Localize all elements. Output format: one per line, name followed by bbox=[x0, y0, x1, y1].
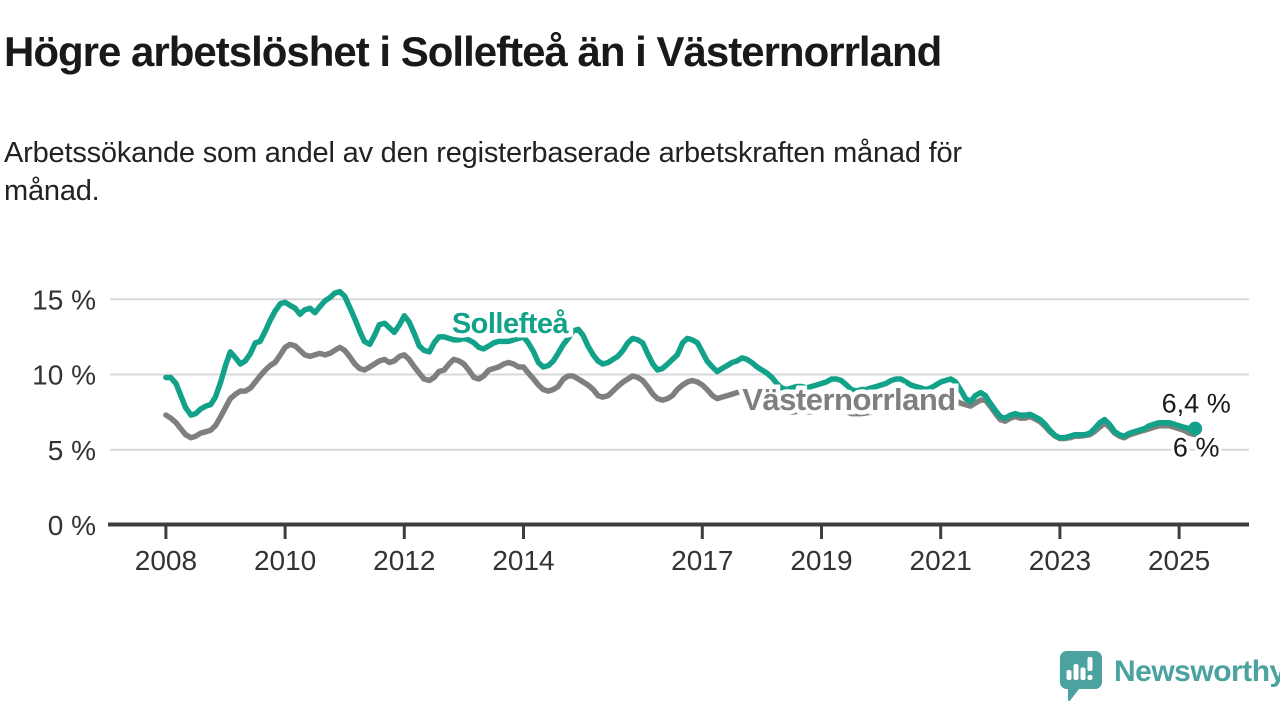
newsworthy-branding: Newsworthy bbox=[1054, 648, 1280, 704]
series-label-vsternorrland: Västernorrland bbox=[742, 382, 956, 417]
end-value-label: 6 % bbox=[1173, 433, 1220, 463]
x-tick-label: 2012 bbox=[373, 545, 435, 576]
newsworthy-wordmark: Newsworthy bbox=[1114, 655, 1280, 688]
y-tick-label: 5 % bbox=[48, 435, 96, 466]
x-tick-label: 2023 bbox=[1029, 545, 1091, 576]
chart-subtitle-line-1: Arbetssökande som andel av den registerb… bbox=[4, 137, 962, 169]
series-line-vsternorrland bbox=[163, 341, 1198, 442]
series-line-sollefte bbox=[163, 288, 1198, 441]
newsworthy-logo-icon bbox=[1059, 651, 1102, 702]
chart-subtitle-line-2: månad. bbox=[4, 175, 100, 207]
x-tick-label: 2008 bbox=[135, 545, 197, 576]
y-tick-label: 10 % bbox=[32, 360, 96, 391]
series-label-sollefte: Sollefteå bbox=[452, 308, 570, 340]
x-tick-label: 2025 bbox=[1148, 545, 1210, 576]
x-tick-label: 2021 bbox=[910, 545, 972, 576]
page-title: Högre arbetslöshet i Sollefteå än i Väst… bbox=[4, 28, 942, 75]
x-tick-label: 2019 bbox=[790, 545, 852, 576]
chart-subtitle: Arbetssökande som andel av den registerb… bbox=[4, 134, 1204, 210]
end-value-label: 6,4 % bbox=[1162, 389, 1231, 419]
y-tick-label: 15 % bbox=[32, 284, 96, 315]
x-tick-label: 2014 bbox=[492, 545, 554, 576]
x-tick-label: 2017 bbox=[671, 545, 733, 576]
x-tick-label: 2010 bbox=[254, 545, 316, 576]
series-end-dot bbox=[1188, 421, 1203, 436]
y-tick-label: 0 % bbox=[48, 510, 96, 541]
